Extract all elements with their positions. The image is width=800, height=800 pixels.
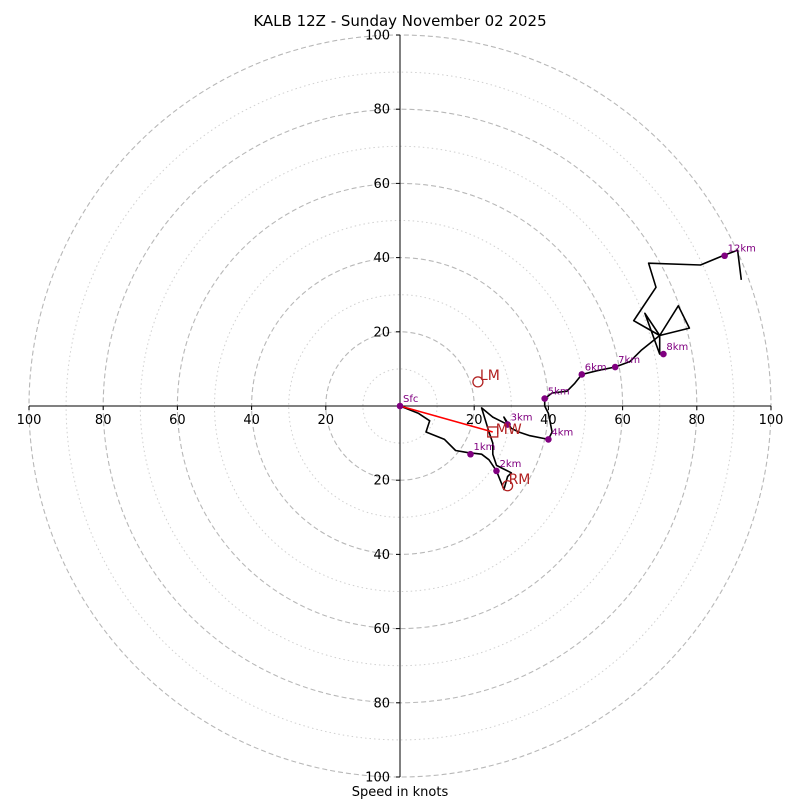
y-tick-label: 60 bbox=[373, 622, 390, 637]
height-label-8km: 8km bbox=[666, 342, 688, 353]
x-tick-label: 40 bbox=[540, 413, 557, 428]
height-label-2km: 2km bbox=[499, 459, 521, 470]
height-label-7km: 7km bbox=[618, 355, 640, 366]
y-tick-label: 80 bbox=[373, 696, 390, 711]
height-markers: Sfc 1km 2km 3km 4km 5km 6km 7km 8km 12km bbox=[396, 244, 756, 475]
hodograph-line bbox=[399, 249, 743, 491]
height-marker-1km bbox=[467, 450, 474, 458]
height-label-Sfc: Sfc bbox=[403, 394, 418, 405]
height-marker-8km bbox=[660, 350, 667, 358]
height-label-4km: 4km bbox=[551, 427, 573, 438]
x-tick-label: 60 bbox=[614, 413, 631, 428]
height-marker-4km bbox=[545, 436, 552, 443]
right-mover-marker bbox=[501, 480, 514, 492]
tick-labels: 100 100 100 100 80 80 80 80 60 60 60 60 40 40 40 40 20 20… bbox=[17, 29, 784, 786]
height-marker-Sfc bbox=[396, 402, 404, 410]
storm-motion-markers: LM RM MW bbox=[472, 368, 531, 492]
x-axis-label: Speed in knots bbox=[352, 785, 449, 800]
height-marker-3km bbox=[504, 421, 511, 428]
x-tick-label: 20 bbox=[318, 413, 335, 428]
height-marker-12km bbox=[721, 252, 728, 260]
x-tick-label: 60 bbox=[169, 413, 186, 428]
x-tick-label: 80 bbox=[95, 413, 112, 428]
y-tick-label: 20 bbox=[373, 474, 390, 489]
x-tick-label: 100 bbox=[759, 413, 784, 428]
height-label-1km: 1km bbox=[473, 442, 495, 453]
left-mover-label: LM bbox=[480, 368, 500, 384]
x-tick-label: 40 bbox=[243, 413, 260, 428]
y-tick-label: 80 bbox=[373, 103, 390, 118]
chart-title: KALB 12Z - Sunday November 02 2025 bbox=[253, 12, 546, 30]
x-tick-label: 20 bbox=[466, 413, 483, 428]
height-label-5km: 5km bbox=[548, 387, 570, 398]
y-tick-label: 100 bbox=[365, 771, 390, 786]
x-tick-label: 100 bbox=[17, 413, 42, 428]
height-label-3km: 3km bbox=[511, 413, 533, 424]
height-marker-7km bbox=[611, 363, 619, 371]
height-label-6km: 6km bbox=[585, 362, 607, 373]
y-tick-label: 40 bbox=[373, 251, 390, 266]
mean-wind-label: MW bbox=[496, 422, 522, 438]
height-label-12km: 12km bbox=[728, 244, 756, 255]
shear-line bbox=[399, 405, 493, 433]
mean-wind-marker bbox=[487, 426, 499, 438]
y-tick-label: 40 bbox=[373, 548, 390, 563]
height-marker-6km bbox=[578, 371, 586, 378]
shear-vector bbox=[399, 405, 493, 433]
hodograph-trace bbox=[399, 249, 743, 491]
x-tick-label: 80 bbox=[689, 413, 706, 428]
y-tick-label: 20 bbox=[373, 325, 390, 340]
y-tick-label: 60 bbox=[373, 177, 390, 192]
height-marker-2km bbox=[493, 467, 500, 475]
left-mover-marker bbox=[472, 376, 484, 388]
height-marker-5km bbox=[541, 395, 548, 402]
y-tick-label: 100 bbox=[365, 29, 390, 44]
right-mover-label: RM bbox=[509, 472, 531, 488]
